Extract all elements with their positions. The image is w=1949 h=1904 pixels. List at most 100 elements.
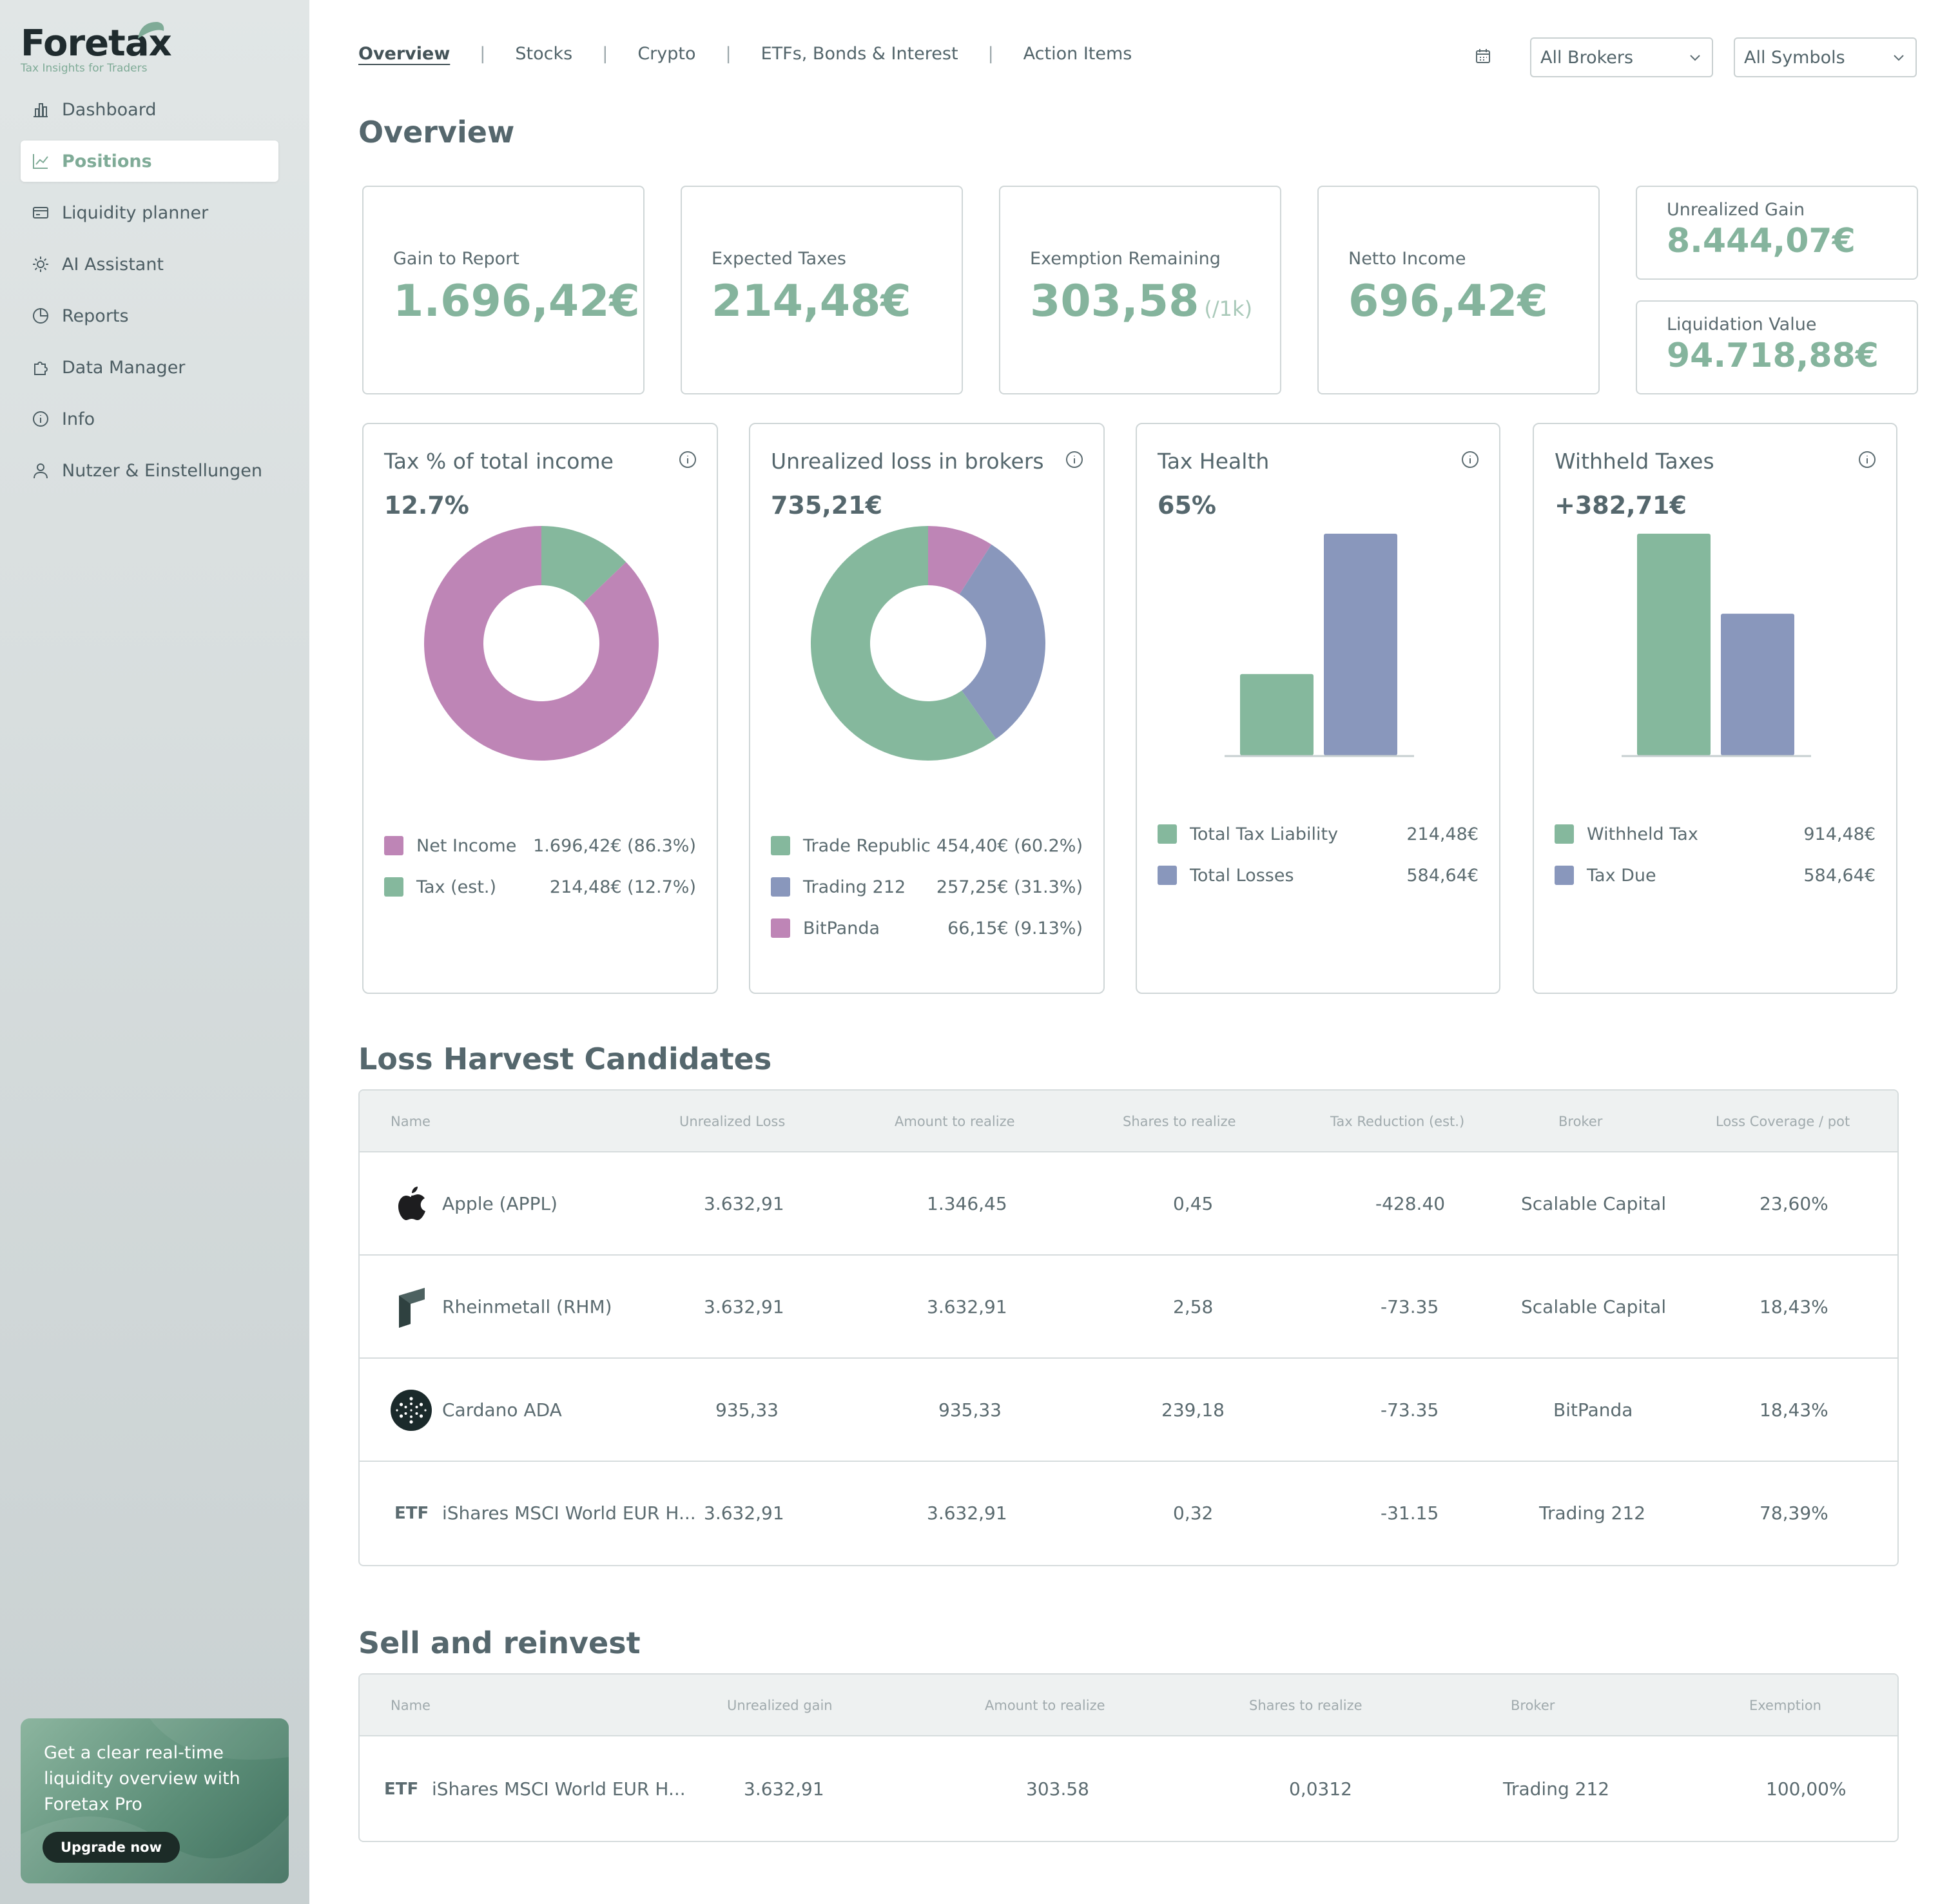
column-header[interactable]: Shares to realize	[1249, 1698, 1362, 1713]
stat-liquidation-value: Liquidation Value 94.718,88€	[1636, 300, 1918, 394]
bar-total-losses[interactable]	[1324, 534, 1397, 755]
stat-label: Exemption Remaining	[1030, 249, 1221, 269]
sidebar-item-label: Nutzer & Einstellungen	[62, 460, 263, 481]
legend-name: Trade Republic	[803, 835, 931, 856]
sidebar-item-positions[interactable]: Positions	[21, 141, 278, 182]
donut-chart-tax-percent	[423, 526, 659, 761]
cell-name: Apple (APPL)	[442, 1193, 558, 1214]
stat-netto-income: Netto Income 696,42€	[1317, 186, 1600, 394]
info-icon[interactable]	[678, 450, 697, 469]
cell-loss-coverage: 78,39%	[1760, 1502, 1828, 1524]
leaf-icon	[138, 22, 164, 39]
column-header[interactable]: Name	[391, 1698, 431, 1713]
tab-separator: |	[602, 44, 608, 64]
sidebar-item-liquidity-planner[interactable]: Liquidity planner	[21, 192, 278, 233]
bar-total-tax-liability[interactable]	[1240, 674, 1314, 755]
info-icon[interactable]	[1065, 450, 1084, 469]
legend-swatch	[1555, 866, 1574, 885]
column-header[interactable]: Shares to realize	[1123, 1114, 1236, 1129]
etf-badge: ETF	[394, 1504, 429, 1523]
tab-crypto[interactable]: Crypto	[637, 44, 696, 64]
sidebar-item-label: Info	[62, 409, 95, 429]
cell-tax-reduction: -428.40	[1375, 1193, 1446, 1214]
sidebar-item-dashboard[interactable]: Dashboard	[21, 89, 278, 130]
legend-item: Tax Due 584,64€	[1555, 855, 1876, 896]
calendar-icon[interactable]	[1473, 46, 1493, 66]
brand-logo[interactable]: Foretax Tax Insights for Traders	[21, 22, 172, 75]
stat-value: 8.444,07€	[1667, 222, 1856, 260]
legend-swatch	[384, 836, 403, 855]
card-icon	[33, 207, 48, 219]
sidebar-item-label: Positions	[62, 151, 152, 171]
table-row[interactable]: Cardano ADA 935,33 935,33 239,18 -73.35 …	[360, 1359, 1897, 1462]
sidebar-item-info[interactable]: Info	[21, 398, 278, 440]
stat-gain-to-report: Gain to Report 1.696,42€	[362, 186, 645, 394]
table-row[interactable]: ETF iShares MSCI World EUR H... 3.632,91…	[360, 1462, 1897, 1565]
cell-amount-to-realize: 303.58	[1026, 1778, 1089, 1800]
cell-unrealized-loss: 3.632,91	[704, 1502, 784, 1524]
bar-tax-due[interactable]	[1721, 614, 1794, 755]
tab-action-items[interactable]: Action Items	[1023, 44, 1132, 64]
brokers-select[interactable]: All Brokers	[1530, 37, 1713, 77]
donut-slice-net-income[interactable]	[423, 526, 659, 761]
donut-slice-bitpanda[interactable]	[928, 526, 992, 595]
tab-stocks[interactable]: Stocks	[515, 44, 573, 64]
column-header[interactable]: Exemption	[1749, 1698, 1821, 1713]
stat-value: 1.696,42€	[393, 276, 640, 327]
legend-swatch	[771, 836, 790, 855]
tab-separator: |	[480, 44, 486, 64]
sidebar-item-user-settings[interactable]: Nutzer & Einstellungen	[21, 450, 278, 491]
info-icon[interactable]	[1460, 450, 1480, 469]
legend-value: 66,15€ (9.13%)	[947, 918, 1083, 938]
chevron-down-icon	[1894, 55, 1904, 61]
sidebar-item-data-manager[interactable]: Data Manager	[21, 347, 278, 388]
donut-slice-trading-212[interactable]	[959, 544, 1045, 739]
section-title-sell-reinvest: Sell and reinvest	[358, 1626, 641, 1660]
donut-slice-trade-republic[interactable]	[811, 526, 996, 761]
chart-legend: Total Tax Liability 214,48€ Total Losses…	[1158, 813, 1479, 896]
column-header[interactable]: Broker	[1511, 1698, 1555, 1713]
legend-item: Tax (est.) 214,48€ (12.7%)	[384, 866, 696, 908]
stat-value-wrap: 303,58 (/1k)	[1030, 276, 1252, 327]
legend-item: Total Losses 584,64€	[1158, 855, 1479, 896]
upgrade-button[interactable]: Upgrade now	[43, 1832, 180, 1863]
donut-slice-tax-est-[interactable]	[541, 526, 626, 603]
column-header[interactable]: Amount to realize	[895, 1114, 1015, 1129]
column-header[interactable]: Unrealized gain	[727, 1698, 833, 1713]
column-header[interactable]: Name	[391, 1114, 431, 1129]
column-header[interactable]: Amount to realize	[985, 1698, 1105, 1713]
info-icon[interactable]	[1857, 450, 1877, 469]
legend-swatch	[384, 877, 403, 897]
etf-badge: ETF	[384, 1780, 419, 1799]
tab-etfs-bonds-interest[interactable]: ETFs, Bonds & Interest	[761, 44, 958, 64]
table-row[interactable]: Apple (APPL) 3.632,91 1.346,45 0,45 -428…	[360, 1152, 1897, 1256]
column-header[interactable]: Broker	[1558, 1114, 1603, 1129]
sidebar-item-reports[interactable]: Reports	[21, 295, 278, 336]
legend-value: 914,48€	[1803, 824, 1876, 844]
tab-overview[interactable]: Overview	[358, 44, 451, 64]
column-header[interactable]: Unrealized Loss	[679, 1114, 786, 1129]
legend-value: 454,40€ (60.2%)	[936, 835, 1083, 856]
column-header[interactable]: Tax Reduction (est.)	[1330, 1114, 1465, 1129]
stat-value: 94.718,88€	[1667, 336, 1879, 375]
legend-swatch	[1158, 866, 1177, 885]
sidebar-item-label: Dashboard	[62, 99, 157, 120]
bar-withheld-tax[interactable]	[1637, 534, 1711, 755]
sell-reinvest-table: Name Unrealized gain Amount to realize S…	[358, 1673, 1899, 1842]
cell-exemption: 100,00%	[1766, 1778, 1847, 1800]
symbols-select[interactable]: All Symbols	[1734, 37, 1917, 77]
legend-item: Trade Republic 454,40€ (60.2%)	[771, 825, 1083, 866]
sidebar-item-ai-assistant[interactable]: AI Assistant	[21, 244, 278, 285]
section-title-loss-harvest: Loss Harvest Candidates	[358, 1042, 772, 1076]
table-row[interactable]: Rheinmetall (RHM) 3.632,91 3.632,91 2,58…	[360, 1256, 1897, 1359]
cell-shares-to-realize: 0,0312	[1289, 1778, 1352, 1800]
brand-tagline: Tax Insights for Traders	[21, 62, 148, 75]
card-withheld-taxes: Withheld Taxes +382,71€ Withheld Tax 914…	[1533, 423, 1897, 994]
column-header[interactable]: Loss Coverage / pot	[1716, 1114, 1850, 1129]
table-row[interactable]: ETF iShares MSCI World EUR H... 3.632,91…	[360, 1736, 1897, 1841]
chart-legend: Trade Republic 454,40€ (60.2%) Trading 2…	[771, 825, 1083, 949]
legend-name: Tax Due	[1587, 865, 1656, 886]
cell-unrealized-gain: 3.632,91	[744, 1778, 824, 1800]
legend-value: 584,64€	[1803, 865, 1876, 886]
bar-chart-tax-health	[1225, 534, 1414, 757]
